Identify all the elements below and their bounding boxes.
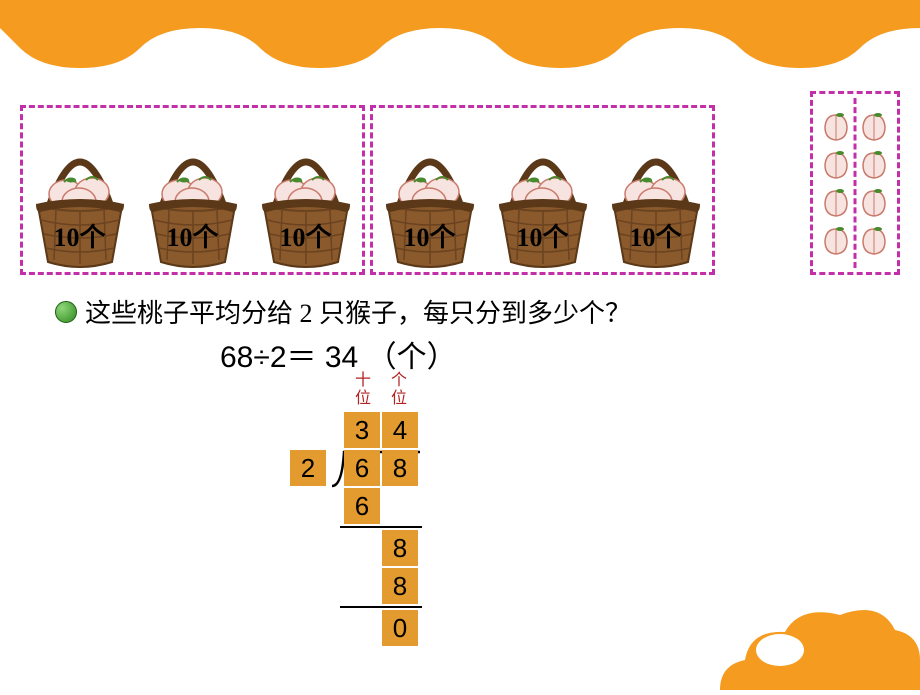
basket-label: 10个 bbox=[602, 217, 710, 254]
quotient-tens: 3 bbox=[344, 412, 380, 448]
basket-label: 10个 bbox=[26, 217, 134, 254]
ones-label: 个位 bbox=[381, 372, 417, 408]
bullet-icon bbox=[55, 301, 77, 323]
bringdown-ones: 8 bbox=[382, 530, 418, 566]
peach-icon bbox=[820, 187, 852, 217]
peach-row bbox=[820, 111, 890, 141]
dividend-tens: 6 bbox=[344, 450, 380, 486]
basket-group-1: 10个 10个 bbox=[20, 105, 365, 275]
loose-peaches-box bbox=[810, 91, 900, 275]
question-line: 这些桃子平均分给 2 只猴子，每只分到多少个？ bbox=[55, 293, 631, 330]
basket-label: 10个 bbox=[252, 217, 360, 254]
divisor: 2 bbox=[290, 450, 326, 486]
sub1-tens: 6 bbox=[344, 488, 380, 524]
top-cloud-decoration bbox=[0, 0, 920, 70]
basket: 10个 bbox=[489, 132, 597, 272]
basket: 10个 bbox=[252, 132, 360, 272]
dividend-ones: 8 bbox=[382, 450, 418, 486]
basket-diagram: 10个 10个 bbox=[20, 105, 900, 280]
peach-row bbox=[820, 149, 890, 179]
sub2-ones: 8 bbox=[382, 568, 418, 604]
peach-icon bbox=[858, 187, 890, 217]
basket: 10个 bbox=[602, 132, 710, 272]
basket: 10个 bbox=[26, 132, 134, 272]
basket-label: 10个 bbox=[489, 217, 597, 254]
basket-group-2: 10个 10个 bbox=[370, 105, 715, 275]
sub2-line bbox=[340, 606, 422, 608]
tens-label: 十位 bbox=[345, 372, 381, 408]
basket-label: 10个 bbox=[376, 217, 484, 254]
quotient-ones: 4 bbox=[382, 412, 418, 448]
question-text: 这些桃子平均分给 2 只猴子，每只分到多少个？ bbox=[85, 293, 631, 330]
peach-icon bbox=[820, 225, 852, 255]
peach-icon bbox=[858, 225, 890, 255]
peach-row bbox=[820, 225, 890, 255]
peach-row bbox=[820, 187, 890, 217]
place-value-labels: 十位 个位 bbox=[345, 372, 417, 408]
remainder: 0 bbox=[382, 610, 418, 646]
peach-icon bbox=[858, 111, 890, 141]
footer-cloud-decoration bbox=[720, 600, 920, 690]
equation-expr: 68÷2＝ bbox=[220, 341, 317, 374]
equation-unit: （个） bbox=[367, 341, 457, 374]
basket-label: 10个 bbox=[139, 217, 247, 254]
equation-result: 34 bbox=[325, 341, 358, 374]
peach-icon bbox=[858, 149, 890, 179]
peach-icon bbox=[820, 149, 852, 179]
basket: 10个 bbox=[376, 132, 484, 272]
basket: 10个 bbox=[139, 132, 247, 272]
equation: 68÷2＝ 34 （个） bbox=[220, 332, 457, 376]
sub1-line bbox=[340, 526, 422, 528]
peach-icon bbox=[820, 111, 852, 141]
